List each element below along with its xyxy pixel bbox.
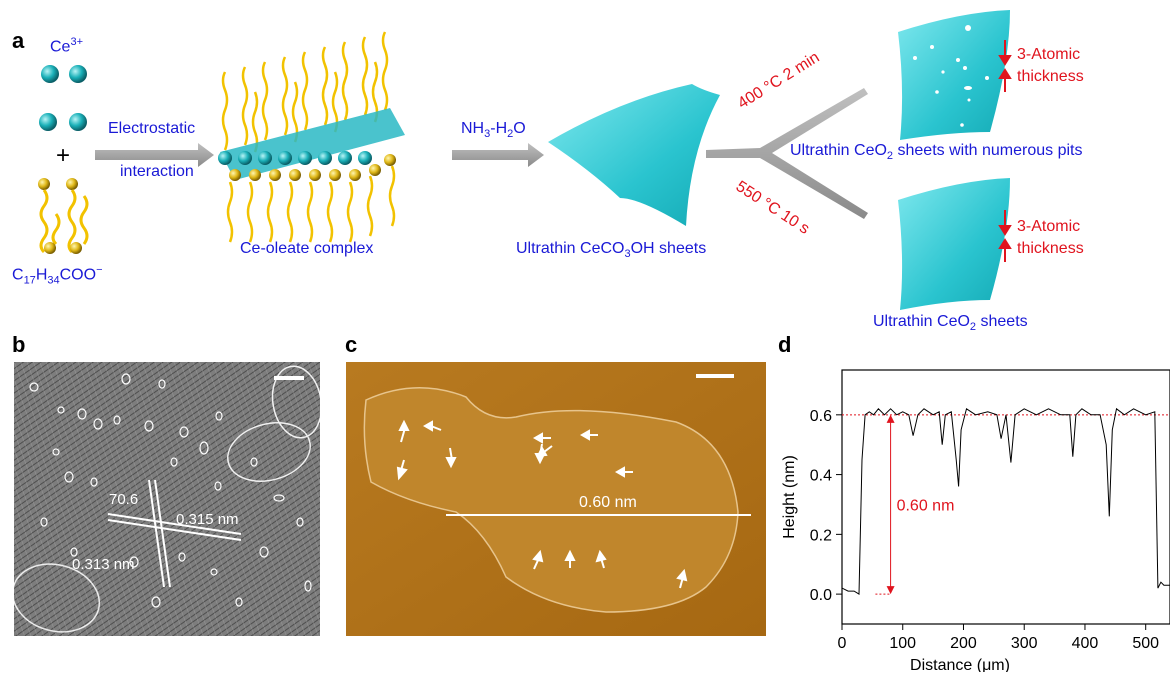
x-tick-label: 500	[1132, 635, 1159, 652]
height-annotation-label: 0.60 nm	[897, 497, 955, 514]
tem-spacing1-label: 0.315 nm	[176, 511, 239, 528]
oleate-formula: C17H34COO−	[12, 264, 103, 287]
x-tick-label: 200	[950, 635, 977, 652]
y-tick-label: 0.0	[810, 587, 832, 604]
thickness-top-line2: thickness	[1017, 68, 1084, 85]
arrow-electrostatic	[95, 143, 214, 167]
x-tick-label: 100	[889, 635, 916, 652]
tem-spacing2-label: 0.313 nm	[72, 556, 135, 573]
x-tick-label: 400	[1072, 635, 1099, 652]
thickness-top-line1: 3-Atomic	[1017, 46, 1081, 63]
step2-label: NH3-H2O	[461, 120, 526, 141]
ce-ion-1	[41, 65, 59, 83]
thickness-arrows-top	[998, 40, 1012, 92]
height-profile-chart: 0 100 200 300 400 500 0.0 0.2 0.4 0.6 Distance (μm…	[781, 369, 1170, 672]
y-tick-label: 0.2	[810, 527, 832, 544]
x-tick-label: 300	[1011, 635, 1038, 652]
panel-d-letter: d	[778, 332, 792, 357]
x-tick-label: 0	[838, 635, 847, 652]
cecooh-label: Ultrathin CeCO3OH sheets	[516, 240, 707, 261]
x-axis-label: Distance (μm)	[910, 657, 1010, 672]
step1-label-line1: Electrostatic	[108, 120, 196, 137]
plot-frame	[841, 369, 1170, 625]
arrowhead-down	[886, 586, 895, 595]
oleate-molecules	[38, 178, 89, 254]
afm-image: 0.60 nm	[346, 362, 766, 636]
afm-line-label: 0.60 nm	[579, 494, 637, 511]
product-top-label: Ultrathin CeO2 sheets with numerous pits	[790, 142, 1083, 163]
panel-b-letter: b	[12, 332, 26, 357]
ce-ion-label: Ce3+	[50, 36, 83, 56]
plus-sign: +	[56, 142, 71, 169]
y-tick-label: 0.4	[810, 468, 832, 485]
height-profile-line	[841, 407, 1170, 595]
ce-ion-2	[69, 65, 87, 83]
branch-arrow	[706, 88, 868, 219]
thickness-bottom-line2: thickness	[1017, 240, 1084, 257]
step1-label-line2: interaction	[120, 163, 194, 180]
ce-oleate-complex	[218, 31, 405, 243]
y-tick-label: 0.6	[810, 408, 832, 425]
tem-image: 70.6 0.315 nm 0.313 nm	[14, 362, 320, 636]
complex-label: Ce-oleate complex	[240, 240, 374, 257]
thickness-bottom-line1: 3-Atomic	[1017, 218, 1081, 235]
arrow-nh3	[452, 143, 544, 167]
pitted-ceo2-sheet	[898, 10, 1010, 140]
ce-ion-3	[39, 113, 57, 131]
product-bottom-label: Ultrathin CeO2 sheets	[873, 313, 1028, 334]
y-axis-label: Height (nm)	[781, 455, 798, 539]
panel-a-letter: a	[12, 28, 25, 53]
thickness-arrows-bottom	[998, 210, 1012, 262]
ceo2-sheet	[898, 178, 1010, 310]
panel-a-schematic	[38, 10, 1012, 310]
panel-c-letter: c	[345, 332, 358, 357]
arrowhead-up	[886, 414, 895, 423]
cecooh-sheet	[548, 84, 720, 226]
tem-angle-label: 70.6	[109, 491, 138, 508]
ce-ion-4	[69, 113, 87, 131]
